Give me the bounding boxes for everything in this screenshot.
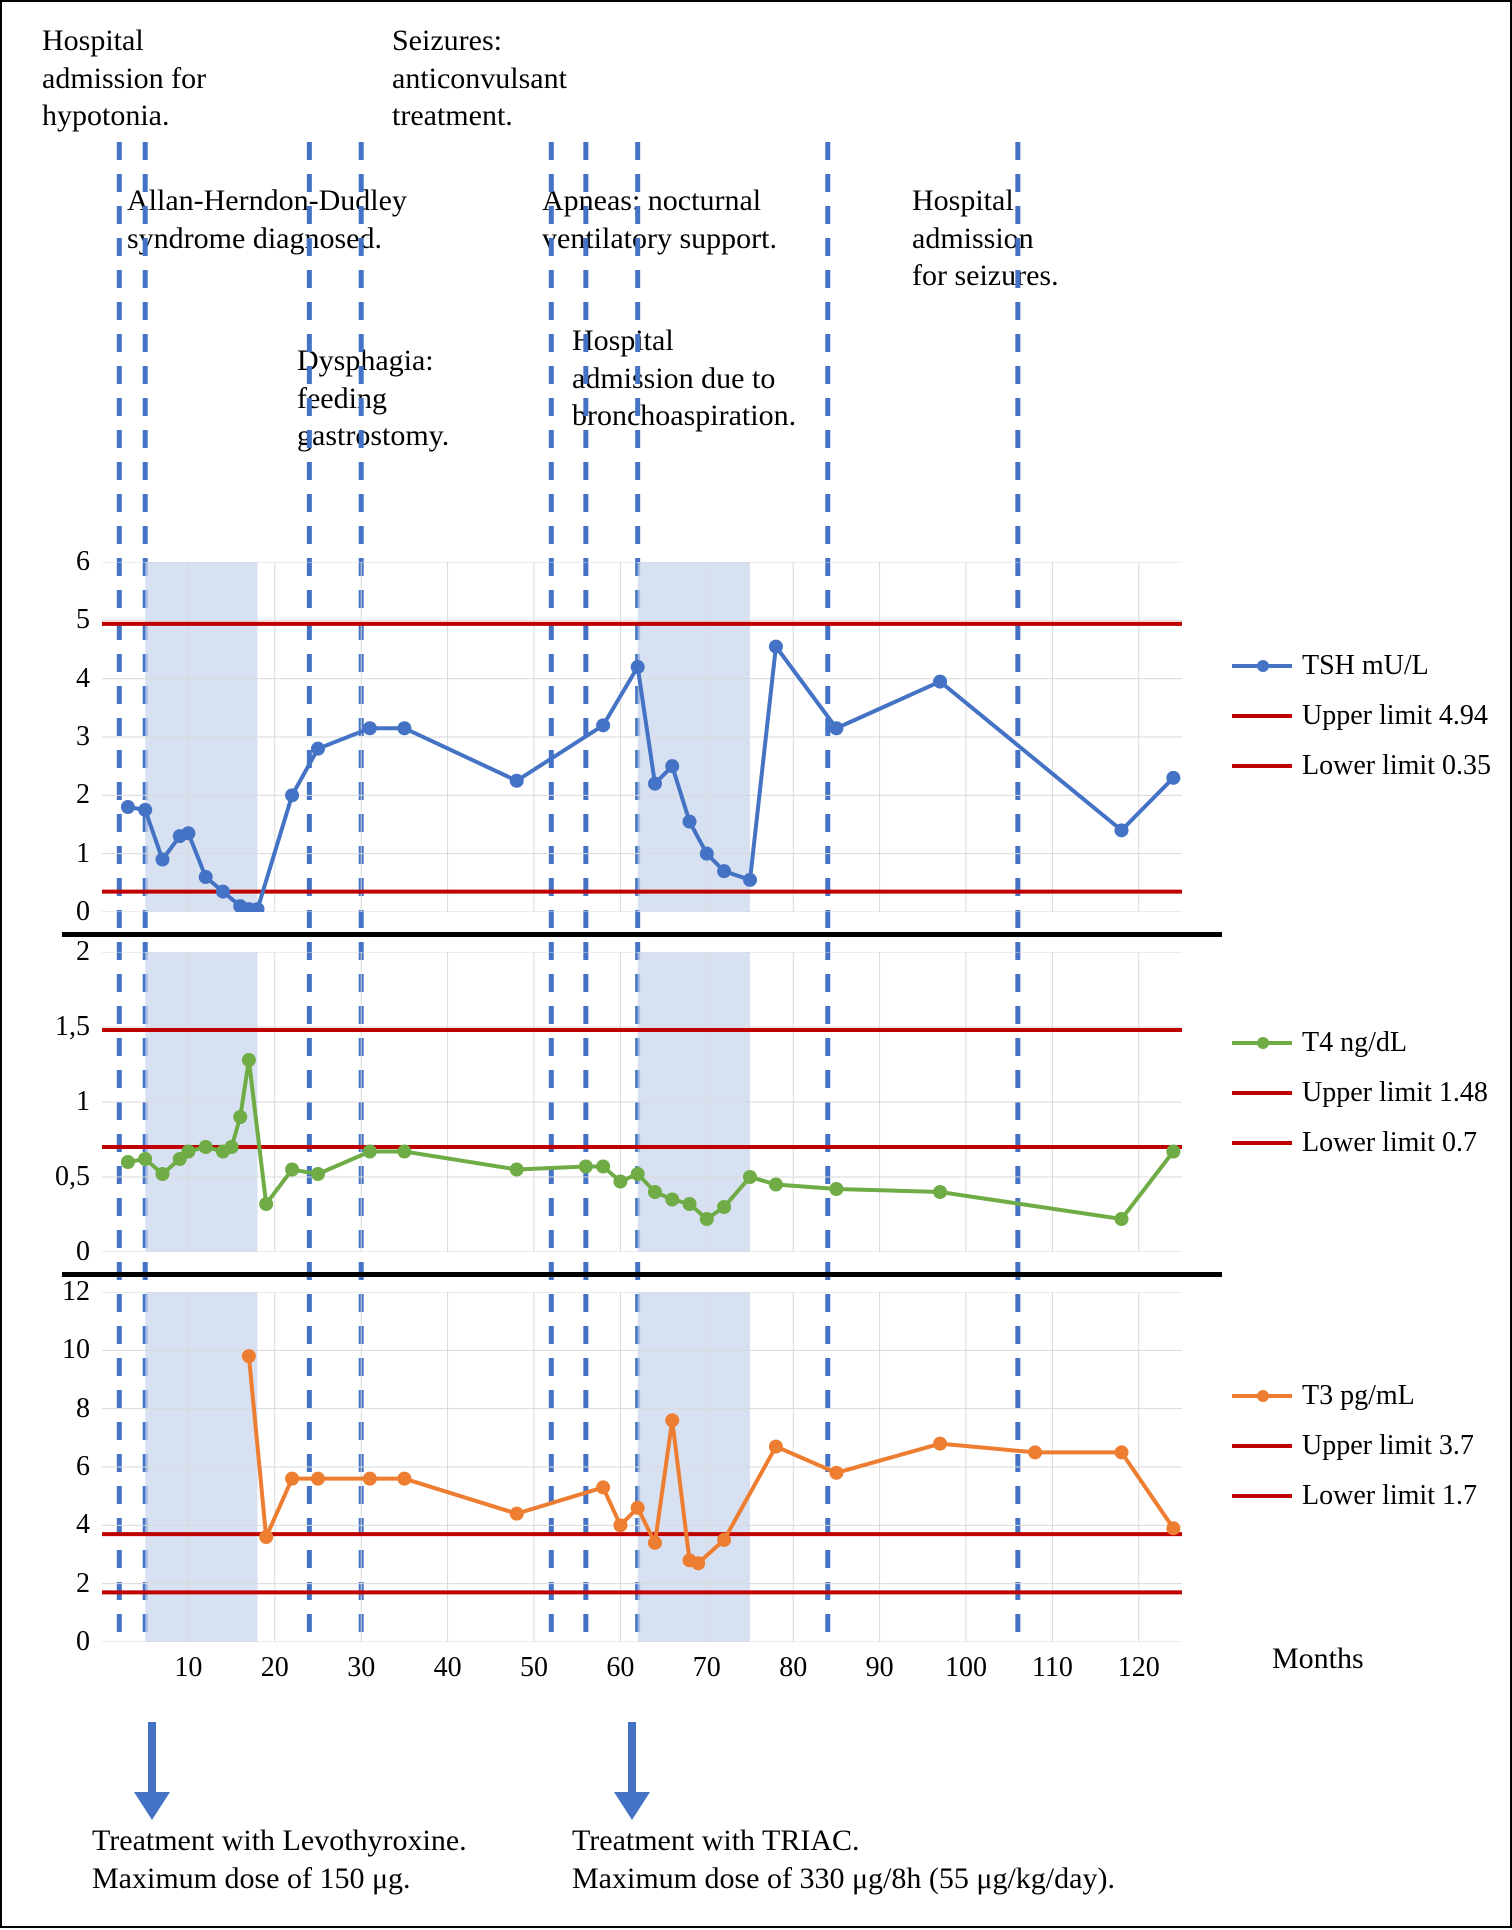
treatment-arrows <box>2 2 1512 1930</box>
x-tick-label: 100 <box>945 1652 987 1684</box>
x-tick-label: 70 <box>693 1652 721 1684</box>
figure-root: Hospital admission for hypotonia. Seizur… <box>0 0 1512 1928</box>
x-tick-label: 30 <box>347 1652 375 1684</box>
x-tick-label: 120 <box>1118 1652 1160 1684</box>
x-tick-label: 90 <box>866 1652 894 1684</box>
x-tick-label: 60 <box>606 1652 634 1684</box>
x-tick-label: 80 <box>779 1652 807 1684</box>
panel-separator <box>62 1272 1222 1277</box>
x-tick-label: 40 <box>434 1652 462 1684</box>
treatment-annotation: Treatment with Levothyroxine. Maximum do… <box>92 1822 467 1897</box>
x-tick-label: 50 <box>520 1652 548 1684</box>
panel-separator <box>62 932 1222 937</box>
x-tick-label: 110 <box>1032 1652 1073 1684</box>
x-tick-label: 20 <box>261 1652 289 1684</box>
x-tick-label: 10 <box>174 1652 202 1684</box>
treatment-annotation: Treatment with TRIAC. Maximum dose of 33… <box>572 1822 1115 1897</box>
